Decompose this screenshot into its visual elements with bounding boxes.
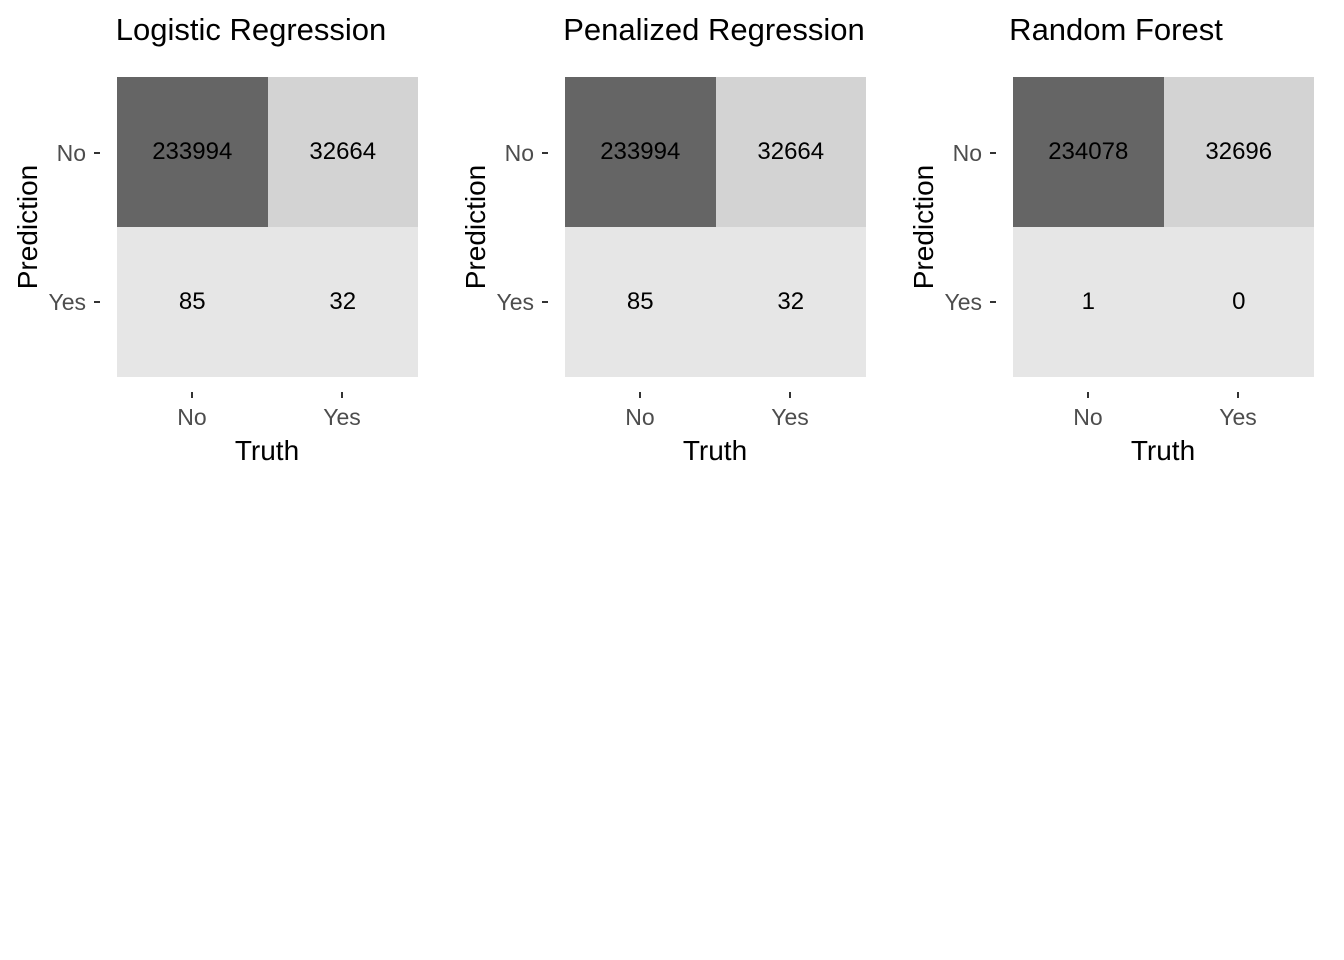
x-tick-label-no: No [625,404,655,430]
y-tick-label-no: No [56,140,86,166]
x-tick-mark [1237,392,1239,398]
x-axis-title: Truth [1130,435,1196,466]
cell-no-yes: 32664 [267,77,418,227]
y-axis-title: Prediction [12,164,43,290]
cell-yes-yes: 32 [267,227,418,377]
panel-random-forest: Random Forest 234078 32696 1 0 No Yes No… [896,0,1344,470]
panel-title: Random Forest [1009,12,1223,47]
panel-title: Penalized Regression [563,12,865,47]
y-tick-mark [990,301,996,303]
y-tick-mark [542,301,548,303]
cell-yes-no: 1 [1013,227,1164,377]
y-tick-label-yes: Yes [944,289,982,315]
cell-no-no: 233994 [565,77,716,227]
y-axis-title: Prediction [908,164,939,290]
x-tick-mark [191,392,193,398]
y-tick-mark [542,152,548,154]
y-tick-label-yes: Yes [48,289,86,315]
cell-yes-no: 85 [565,227,716,377]
y-axis-title: Prediction [460,164,491,290]
x-tick-label-yes: Yes [1219,404,1257,430]
cell-no-yes: 32664 [715,77,866,227]
cell-yes-no: 85 [117,227,268,377]
cell-yes-yes: 32 [715,227,866,377]
x-tick-mark [789,392,791,398]
heatmap-tiles: 234078 32696 1 0 [1013,77,1314,377]
panel-penalized-regression: Penalized Regression 233994 32664 85 32 … [448,0,896,470]
x-tick-mark [639,392,641,398]
panel-logistic-regression: Logistic Regression 233994 32664 85 32 N… [0,0,448,470]
x-tick-mark [341,392,343,398]
x-axis-title: Truth [234,435,300,466]
cell-no-yes: 32696 [1163,77,1314,227]
heatmap-tiles: 233994 32664 85 32 [117,77,418,377]
cell-no-no: 234078 [1013,77,1164,227]
panel-title: Logistic Regression [115,12,387,47]
y-tick-label-no: No [504,140,534,166]
cell-yes-yes: 0 [1163,227,1314,377]
heatmap-tiles: 233994 32664 85 32 [565,77,866,377]
y-tick-label-no: No [952,140,982,166]
x-tick-label-no: No [177,404,207,430]
x-tick-mark [1087,392,1089,398]
y-tick-mark [990,152,996,154]
cell-no-no: 233994 [117,77,268,227]
x-tick-label-yes: Yes [323,404,361,430]
x-tick-label-no: No [1073,404,1103,430]
y-tick-label-yes: Yes [496,289,534,315]
y-tick-mark [94,152,100,154]
x-axis-title: Truth [682,435,748,466]
x-tick-label-yes: Yes [771,404,809,430]
y-tick-mark [94,301,100,303]
